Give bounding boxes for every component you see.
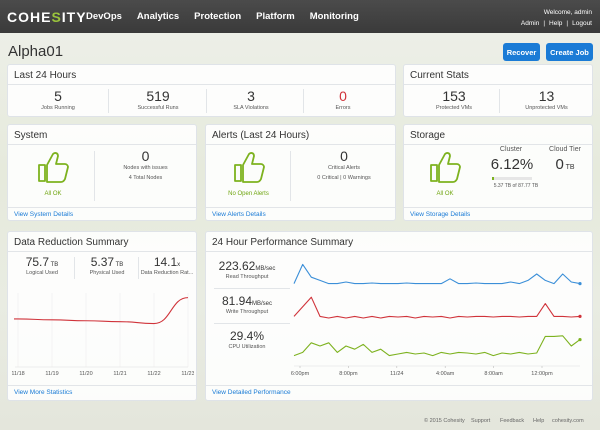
nav-devops[interactable]: DevOps [86,11,122,22]
cohesity-logo[interactable]: COHESITY [7,9,87,25]
top-bar: COHESITY DevOps Analytics Protection Pla… [0,0,600,33]
storage-card: Storage All OK Cluster 6.12% 5.37 TB of … [403,124,593,221]
reduction-series-line [14,297,189,325]
errors-stat[interactable]: 0 Errors [335,88,351,111]
successful-runs-stat[interactable]: 519 Successful Runs [137,88,179,111]
x-tick-label: 11/19 [45,371,58,377]
protected-vms-stat[interactable]: 153 Protected VMs [435,88,473,111]
last-24-hours-card: Last 24 Hours 5 Jobs Running 519 Success… [7,64,396,117]
current-stats-card: Current Stats 153 Protected VMs 13 Unpro… [403,64,593,117]
x-tick-label: 8:00pm [339,371,358,377]
card-title: Last 24 Hours [14,70,77,81]
x-tick-label: 11/24 [390,371,403,377]
data-reduction-ratio-stat: 14.1x Data Reduction Rat... [140,255,194,276]
card-title: System [14,130,48,141]
footer-copyright: © 2015 Cohesity [424,418,465,424]
jobs-running-stat[interactable]: 5 Jobs Running [41,88,75,111]
x-tick-label: 11/22 [147,371,160,377]
view-storage-details-link[interactable]: View Storage Details [410,211,471,218]
cpu-utilization-stat: 29.4% CPU Utilization [228,329,266,350]
card-title: Current Stats [410,70,469,81]
thumbs-up-icon [430,152,461,183]
x-tick-label: 11/20 [79,371,92,377]
cluster-usage-bar [492,177,532,180]
x-tick-label: 11/18 [12,371,25,377]
thumbs-up-icon [234,152,265,183]
perf-series-line [293,335,581,357]
physical-used-stat: 5.37 TB Physical Used [89,255,125,276]
x-tick-label: 11/23 [181,371,194,377]
cluster-usage-detail: 5.37 TB of 87.77 TB [493,183,539,189]
total-nodes: 4 Total Nodes [128,175,163,181]
card-title: Data Reduction Summary [14,237,129,248]
user-menu: Welcome, admin Admin | Help | Logout [520,9,592,27]
footer-site-link[interactable]: cohesity.com [552,418,584,424]
x-tick-label: 11/21 [113,371,126,377]
nav-analytics[interactable]: Analytics [136,11,180,22]
perf-series-end-point [578,314,582,318]
perf-series-line [293,263,581,285]
card-title: Alerts (Last 24 Hours) [212,130,310,141]
cluster-label: Cluster [499,146,523,153]
critical-alerts-label: Critical Alerts [327,165,361,171]
perf-series-line [293,296,581,319]
storage-status: All OK [436,191,454,197]
nodes-with-issues-label: Nodes with issues [123,165,168,171]
view-system-details-link[interactable]: View System Details [14,211,74,218]
footer-feedback-link[interactable]: Feedback [500,418,525,424]
sla-violations-stat[interactable]: 3 SLA Violations [233,88,269,111]
data-reduction-card: Data Reduction Summary 75.7 TB Logical U… [7,231,197,401]
read-throughput-stat: 223.62MB/sec Read Throughput [218,259,276,280]
cloud-tier-label: Cloud Tier [549,146,581,153]
x-tick-label: 12:00pm [531,371,553,377]
critical-alerts-count: 0 [340,148,348,164]
view-more-statistics-link[interactable]: View More Statistics [14,389,73,396]
nodes-with-issues-count: 0 [141,148,150,164]
thumbs-up-icon [38,152,69,183]
performance-chart: 6:00pm 8:00pm 11/24 4:00am 8:00am 12:00pm [291,263,582,377]
system-status: All OK [44,191,62,197]
alerts-card: Alerts (Last 24 Hours) No Open Alerts 0 … [205,124,396,221]
nav-monitoring[interactable]: Monitoring [309,11,359,22]
page-title: Alpha01 [8,43,64,60]
logical-used-stat: 75.7 TB Logical Used [25,255,59,276]
nav-protection[interactable]: Protection [194,11,242,22]
x-tick-label: 4:00am [436,371,455,377]
cluster-usage-percent: 6.12% [490,156,534,173]
system-card: System All OK 0 Nodes with issues 4 Tota… [7,124,197,221]
performance-card: 24 Hour Performance Summary 223.62MB/sec… [205,231,593,401]
alerts-status: No Open Alerts [228,191,269,197]
welcome-text: Welcome, admin [543,9,592,16]
footer-help-link[interactable]: Help [533,418,545,424]
recover-button[interactable]: Recover [503,43,540,61]
x-tick-label: 8:00am [484,371,503,377]
card-title: 24 Hour Performance Summary [212,237,354,248]
nav-platform[interactable]: Platform [256,11,295,22]
perf-series-end-point [578,338,582,342]
main-nav: DevOps Analytics Protection Platform Mon… [86,11,359,22]
write-throughput-stat: 81.94MB/sec Write Throughput [221,294,273,315]
help-link[interactable]: Help [549,20,563,27]
footer-support-link[interactable]: Support [471,418,491,424]
view-detailed-performance-link[interactable]: View Detailed Performance [212,389,291,396]
logout-link[interactable]: Logout [572,20,592,27]
view-alerts-details-link[interactable]: View Alerts Details [212,211,266,218]
perf-series-end-point [578,282,582,286]
create-job-button[interactable]: Create Job [546,43,593,61]
data-reduction-chart: 11/18 11/19 11/20 11/21 11/22 11/23 [12,293,194,377]
alerts-breakdown: 0 Critical | 0 Warnings [317,175,371,181]
cloud-tier-value: 0 TB [555,156,575,173]
x-tick-label: 6:00pm [291,371,310,377]
card-title: Storage [410,130,446,141]
admin-link[interactable]: Admin [520,20,540,27]
unprotected-vms-stat[interactable]: 13 Unprotected VMs [525,88,568,111]
